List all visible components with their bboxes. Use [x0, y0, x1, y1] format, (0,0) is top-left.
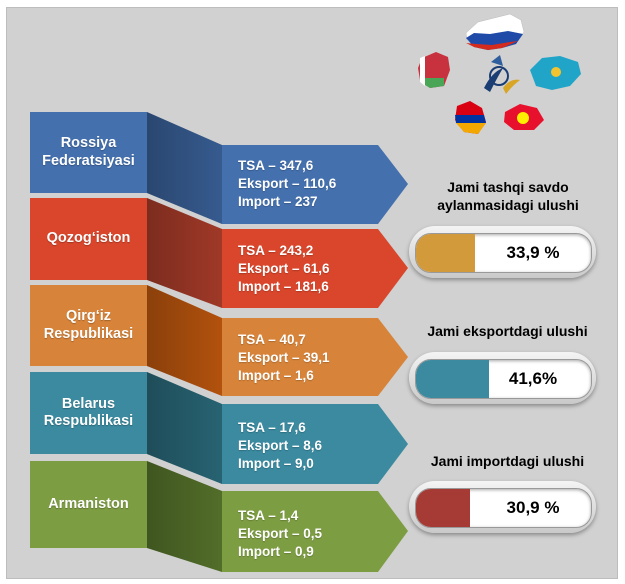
share-value-export: 41,6%: [508, 369, 558, 388]
ribbon-arrow-belarus: [222, 404, 408, 484]
import-kyrgyzstan: Import – 1,6: [238, 368, 314, 383]
eksport-kyrgyzstan: Eksport – 39,1: [238, 350, 330, 365]
eksport-kazakhstan: Eksport – 61,6: [238, 261, 330, 276]
import-armenia: Import – 0,9: [238, 544, 314, 559]
share-pill-trade: 33,9 %: [409, 226, 596, 278]
stats-russia: TSA – 347,6 Eksport – 110,6 Import – 237: [238, 157, 336, 211]
country-label-russia: Rossiya Federatsiyasi: [42, 135, 135, 169]
stats-armenia: TSA – 1,4 Eksport – 0,5 Import – 0,9: [238, 507, 322, 561]
ribbon-arrow-kazakhstan: [222, 229, 408, 308]
ribbon-arrow-armenia: [222, 491, 408, 572]
country-label-kazakhstan: Qozog‘iston: [46, 230, 131, 247]
country-label-belarus: Belarus Respublikasi: [43, 395, 134, 429]
share-title-export: Jami eksportdagi ulushi: [427, 323, 588, 339]
ribbon-arrow-russia: [222, 145, 408, 224]
share-pill-import: 30,9 %: [409, 481, 596, 533]
eksport-russia: Eksport – 110,6: [238, 176, 337, 191]
tsa-belarus: TSA – 17,6: [238, 420, 306, 435]
share-title-trade: Jami tashqi savdo aylanmasidagi ulushi: [437, 179, 579, 213]
ribbon-left-armenia: [30, 461, 147, 548]
ribbon-left-kyrgyzstan: [30, 285, 147, 366]
share-value-trade: 33,9 %: [506, 243, 560, 262]
stats-kazakhstan: TSA – 243,2 Eksport – 61,6 Import – 181,…: [238, 242, 330, 296]
import-kazakhstan: Import – 181,6: [238, 279, 329, 294]
ribbon-left-belarus: [30, 372, 147, 454]
stats-belarus: TSA – 17,6 Eksport – 8,6 Import – 9,0: [238, 419, 322, 473]
tsa-kazakhstan: TSA – 243,2: [238, 243, 314, 258]
tsa-armenia: TSA – 1,4: [238, 508, 299, 523]
ribbon-left-russia: [30, 112, 147, 193]
import-russia: Import – 237: [238, 194, 318, 209]
eksport-belarus: Eksport – 8,6: [238, 438, 323, 453]
tsa-russia: TSA – 347,6: [238, 158, 314, 173]
share-value-import: 30,9 %: [506, 498, 560, 517]
country-label-kyrgyzstan: Qirg‘iz Respublikasi: [43, 308, 134, 342]
tsa-kyrgyzstan: TSA – 40,7: [238, 332, 306, 347]
eksport-armenia: Eksport – 0,5: [238, 526, 323, 541]
share-fill-export: [416, 360, 489, 398]
share-pill-export: 41,6%: [409, 352, 596, 404]
share-fill-trade: [416, 234, 476, 272]
ribbon-left-kazakhstan: [30, 198, 147, 280]
country-label-armenia: Armaniston: [48, 495, 129, 512]
ribbon-arrow-kyrgyzstan: [222, 318, 408, 396]
share-fill-import: [416, 489, 471, 527]
stats-kyrgyzstan: TSA – 40,7 Eksport – 39,1 Import – 1,6: [238, 331, 330, 385]
share-title-import: Jami importdagi ulushi: [430, 453, 585, 469]
import-belarus: Import – 9,0: [238, 456, 314, 471]
